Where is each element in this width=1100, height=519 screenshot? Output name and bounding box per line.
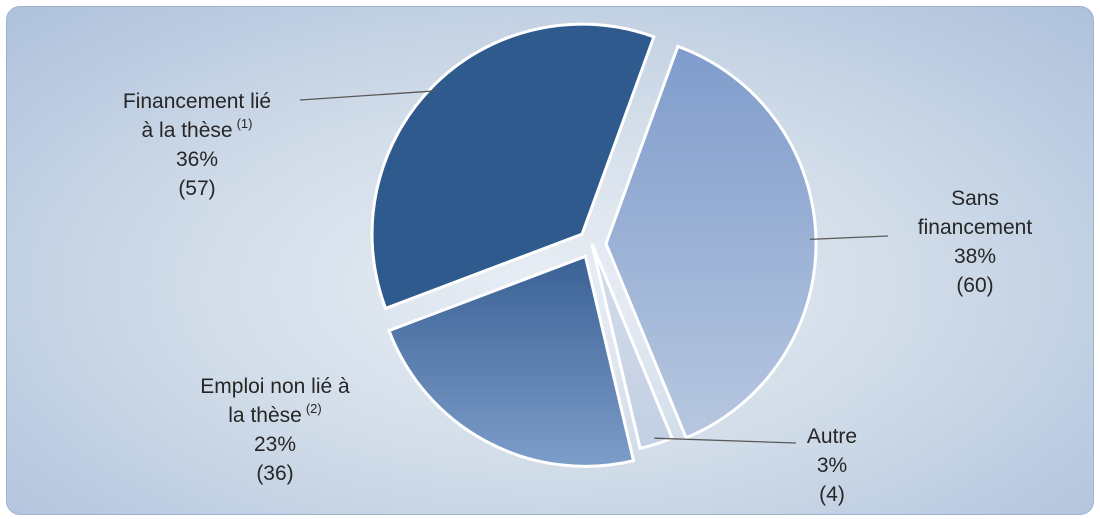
- slice-count-label: (57): [178, 177, 215, 200]
- slice-name-line: Financement lié: [123, 90, 271, 113]
- slice-name-line: à la thèse (1): [142, 116, 253, 142]
- slice-name-line: Emploi non lié à: [200, 375, 350, 398]
- slice-count-label: (4): [819, 483, 845, 506]
- slice-count-label: (60): [956, 274, 993, 297]
- slice-label-emploi: Emploi non lié à la thèse (2) 23% (36): [200, 375, 350, 485]
- slice-name-line: la thèse (2): [228, 401, 321, 427]
- slice-name-line: financement: [918, 216, 1033, 239]
- leader-line-autre: [654, 437, 797, 444]
- leader-lines: [299, 90, 889, 444]
- footnote-marker: (2): [306, 401, 322, 416]
- slice-labels: Sans financement 38% (60) Autre 3% (4) Emploi n…: [123, 90, 1032, 506]
- slice-label-autre: Autre 3% (4): [807, 425, 857, 506]
- slice-percent-label: 36%: [176, 148, 218, 171]
- slice-percent-label: 3%: [817, 454, 847, 477]
- pie-slice-autre: [590, 243, 675, 451]
- slice-name-line: Sans: [951, 187, 999, 210]
- leader-line-fin: [299, 90, 437, 101]
- slice-percent-label: 23%: [254, 433, 296, 456]
- slice-label-fin: Financement lié à la thèse (1) 36% (57): [123, 90, 271, 200]
- slice-percent-label: 38%: [954, 245, 996, 268]
- footnote-marker: (1): [237, 116, 253, 131]
- pie-slice-fin: [370, 22, 656, 311]
- pie-slice-emploi: [387, 254, 636, 468]
- slice-name-line: Autre: [807, 425, 857, 448]
- pie-slices: [370, 22, 818, 468]
- slice-label-sans: Sans financement 38% (60): [918, 187, 1033, 297]
- leader-line-sans: [809, 235, 889, 241]
- slice-count-label: (36): [256, 462, 293, 485]
